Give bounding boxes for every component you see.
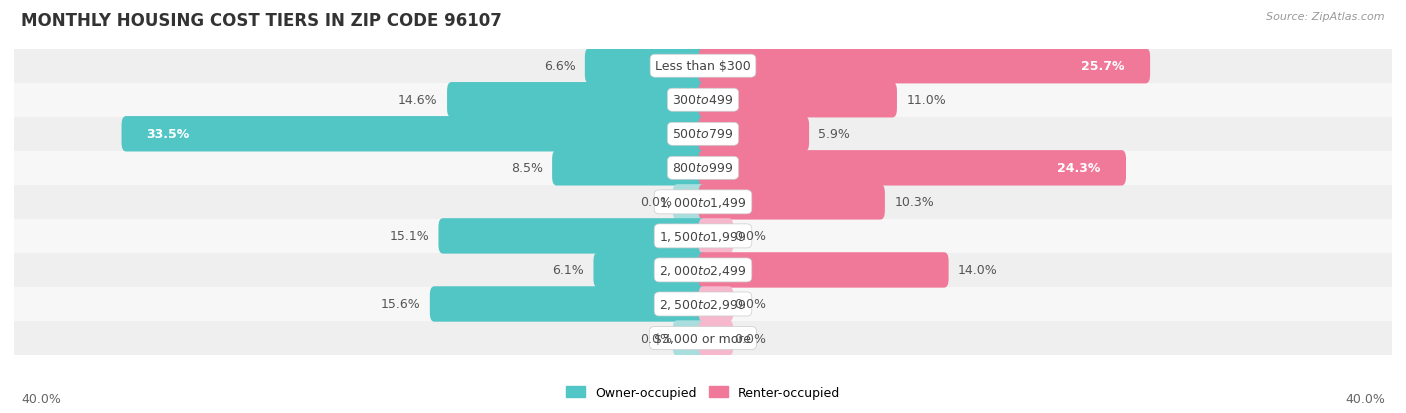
Bar — [14, 253, 1392, 287]
Text: 40.0%: 40.0% — [1346, 392, 1385, 405]
Bar — [14, 219, 1392, 253]
FancyBboxPatch shape — [447, 83, 707, 118]
Text: $3,000 or more: $3,000 or more — [655, 332, 751, 345]
Text: 11.0%: 11.0% — [907, 94, 946, 107]
FancyBboxPatch shape — [430, 287, 707, 322]
Text: 5.9%: 5.9% — [818, 128, 851, 141]
Text: 0.0%: 0.0% — [640, 332, 672, 345]
Text: 10.3%: 10.3% — [894, 196, 934, 209]
Text: 14.6%: 14.6% — [398, 94, 437, 107]
Bar — [14, 83, 1392, 117]
Text: 15.1%: 15.1% — [389, 230, 429, 243]
Text: 0.0%: 0.0% — [734, 298, 766, 311]
Bar — [14, 50, 1392, 83]
Text: 6.1%: 6.1% — [553, 264, 583, 277]
Bar — [14, 287, 1392, 321]
Bar — [14, 117, 1392, 152]
Bar — [14, 185, 1392, 219]
Text: 0.0%: 0.0% — [734, 332, 766, 345]
Text: $500 to $799: $500 to $799 — [672, 128, 734, 141]
Text: 0.0%: 0.0% — [734, 230, 766, 243]
FancyBboxPatch shape — [699, 320, 734, 356]
Text: 15.6%: 15.6% — [381, 298, 420, 311]
FancyBboxPatch shape — [699, 218, 734, 254]
Text: $1,000 to $1,499: $1,000 to $1,499 — [659, 195, 747, 209]
FancyBboxPatch shape — [121, 117, 707, 152]
FancyBboxPatch shape — [699, 49, 1150, 84]
Text: $2,000 to $2,499: $2,000 to $2,499 — [659, 263, 747, 277]
FancyBboxPatch shape — [585, 49, 707, 84]
Text: $300 to $499: $300 to $499 — [672, 94, 734, 107]
FancyBboxPatch shape — [699, 117, 808, 152]
FancyBboxPatch shape — [672, 320, 707, 356]
Bar — [14, 321, 1392, 355]
FancyBboxPatch shape — [699, 253, 949, 288]
Text: 25.7%: 25.7% — [1081, 60, 1125, 73]
Text: $1,500 to $1,999: $1,500 to $1,999 — [659, 229, 747, 243]
Bar — [14, 152, 1392, 185]
Text: 40.0%: 40.0% — [21, 392, 60, 405]
Legend: Owner-occupied, Renter-occupied: Owner-occupied, Renter-occupied — [561, 381, 845, 404]
Text: 33.5%: 33.5% — [146, 128, 190, 141]
FancyBboxPatch shape — [439, 218, 707, 254]
Text: Less than $300: Less than $300 — [655, 60, 751, 73]
FancyBboxPatch shape — [593, 253, 707, 288]
FancyBboxPatch shape — [699, 83, 897, 118]
FancyBboxPatch shape — [699, 287, 734, 322]
Text: MONTHLY HOUSING COST TIERS IN ZIP CODE 96107: MONTHLY HOUSING COST TIERS IN ZIP CODE 9… — [21, 12, 502, 30]
Text: $2,500 to $2,999: $2,500 to $2,999 — [659, 297, 747, 311]
Text: $800 to $999: $800 to $999 — [672, 162, 734, 175]
FancyBboxPatch shape — [699, 185, 884, 220]
Text: 6.6%: 6.6% — [544, 60, 575, 73]
Text: 8.5%: 8.5% — [510, 162, 543, 175]
Text: 24.3%: 24.3% — [1057, 162, 1101, 175]
Text: 14.0%: 14.0% — [957, 264, 998, 277]
FancyBboxPatch shape — [699, 151, 1126, 186]
Text: 0.0%: 0.0% — [640, 196, 672, 209]
Text: Source: ZipAtlas.com: Source: ZipAtlas.com — [1267, 12, 1385, 22]
FancyBboxPatch shape — [672, 185, 707, 220]
FancyBboxPatch shape — [553, 151, 707, 186]
